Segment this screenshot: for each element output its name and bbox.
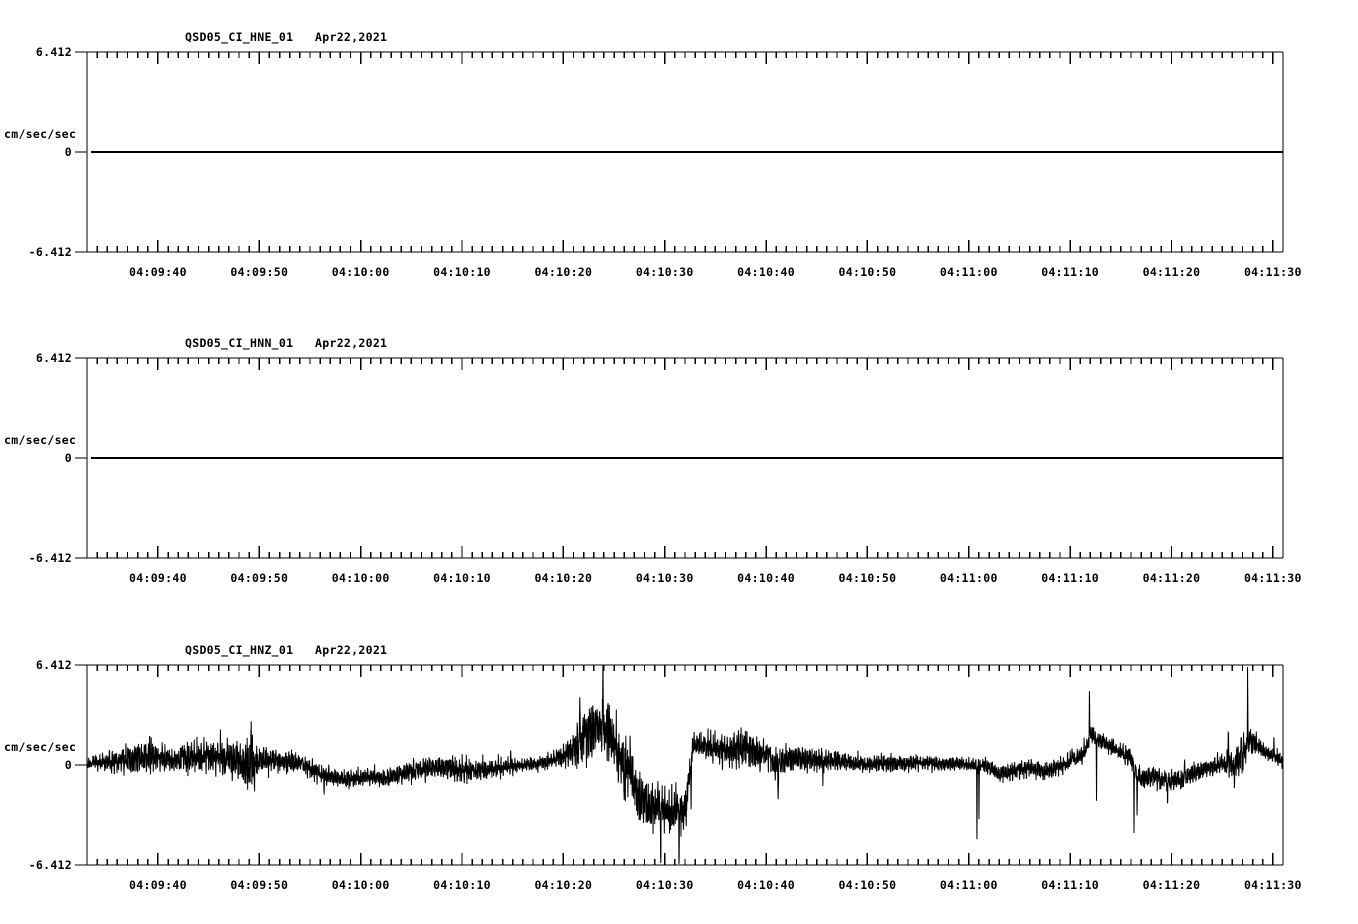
x-axis-tick-label: 04:11:20 bbox=[1142, 571, 1201, 585]
x-axis-tick-label: 04:11:10 bbox=[1041, 878, 1100, 892]
x-axis-tick-label: 04:10:40 bbox=[737, 878, 795, 892]
x-axis-tick-label: 04:10:20 bbox=[534, 571, 593, 585]
x-axis-tick-label: 04:10:50 bbox=[838, 878, 897, 892]
x-axis-tick-label: 04:09:50 bbox=[230, 265, 289, 279]
x-axis-tick-label: 04:11:30 bbox=[1243, 878, 1302, 892]
waveform-trace-hnz bbox=[86, 665, 1284, 864]
x-axis-tick-label: 04:11:20 bbox=[1142, 265, 1201, 279]
x-axis-tick-label: 04:11:30 bbox=[1243, 571, 1302, 585]
y-axis-min-label-hne: -6.412 bbox=[28, 245, 72, 259]
panel-title-hne: QSD05_CI_HNE_01 Apr22,2021 bbox=[185, 30, 388, 44]
x-axis-tick-label: 04:10:30 bbox=[635, 571, 694, 585]
y-axis-max-label-hnz: 6.412 bbox=[35, 658, 72, 672]
x-axis-tick-label: 04:11:30 bbox=[1243, 265, 1302, 279]
y-axis-zero-label-hnn: 0 bbox=[64, 451, 72, 465]
x-axis-tick-label: 04:10:20 bbox=[534, 265, 593, 279]
x-axis-tick-label: 04:11:20 bbox=[1142, 878, 1201, 892]
panel-title-hnz: QSD05_CI_HNZ_01 Apr22,2021 bbox=[185, 643, 388, 657]
x-axis-tick-label: 04:10:00 bbox=[331, 878, 390, 892]
x-axis-tick-label: 04:10:20 bbox=[534, 878, 593, 892]
x-axis-tick-label: 04:10:10 bbox=[433, 878, 491, 892]
x-axis-tick-label: 04:09:40 bbox=[129, 878, 187, 892]
x-axis-tick-label: 04:10:40 bbox=[737, 571, 795, 585]
y-axis-units-label-hnn: cm/sec/sec bbox=[4, 433, 77, 447]
y-axis-zero-label-hnz: 0 bbox=[64, 758, 72, 772]
y-axis-min-label-hnn: -6.412 bbox=[28, 551, 72, 565]
x-axis-tick-label: 04:11:10 bbox=[1041, 265, 1100, 279]
x-axis-tick-label: 04:09:40 bbox=[129, 571, 187, 585]
y-axis-max-label-hne: 6.412 bbox=[35, 45, 72, 59]
x-axis-tick-label: 04:10:10 bbox=[433, 571, 491, 585]
panel-title-hnn: QSD05_CI_HNN_01 Apr22,2021 bbox=[185, 336, 388, 350]
y-axis-zero-label-hne: 0 bbox=[64, 145, 72, 159]
x-axis-tick-label: 04:09:50 bbox=[230, 571, 289, 585]
x-axis-tick-label: 04:10:50 bbox=[838, 265, 897, 279]
x-axis-tick-label: 04:11:00 bbox=[939, 265, 998, 279]
x-axis-tick-label: 04:10:30 bbox=[635, 878, 694, 892]
y-axis-units-label-hnz: cm/sec/sec bbox=[4, 740, 77, 754]
y-axis-min-label-hnz: -6.412 bbox=[28, 858, 72, 872]
x-axis-tick-label: 04:10:00 bbox=[331, 265, 390, 279]
x-axis-tick-label: 04:10:00 bbox=[331, 571, 390, 585]
x-axis-tick-label: 04:11:00 bbox=[939, 878, 998, 892]
x-axis-tick-label: 04:11:10 bbox=[1041, 571, 1100, 585]
x-axis-tick-label: 04:09:50 bbox=[230, 878, 289, 892]
x-axis-tick-label: 04:10:50 bbox=[838, 571, 897, 585]
x-axis-tick-label: 04:09:40 bbox=[129, 265, 187, 279]
x-axis-tick-label: 04:10:30 bbox=[635, 265, 694, 279]
y-axis-units-label-hne: cm/sec/sec bbox=[4, 127, 77, 141]
x-axis-tick-label: 04:10:40 bbox=[737, 265, 795, 279]
x-axis-tick-label: 04:11:00 bbox=[939, 571, 998, 585]
y-axis-max-label-hnn: 6.412 bbox=[35, 351, 72, 365]
x-axis-tick-label: 04:10:10 bbox=[433, 265, 491, 279]
